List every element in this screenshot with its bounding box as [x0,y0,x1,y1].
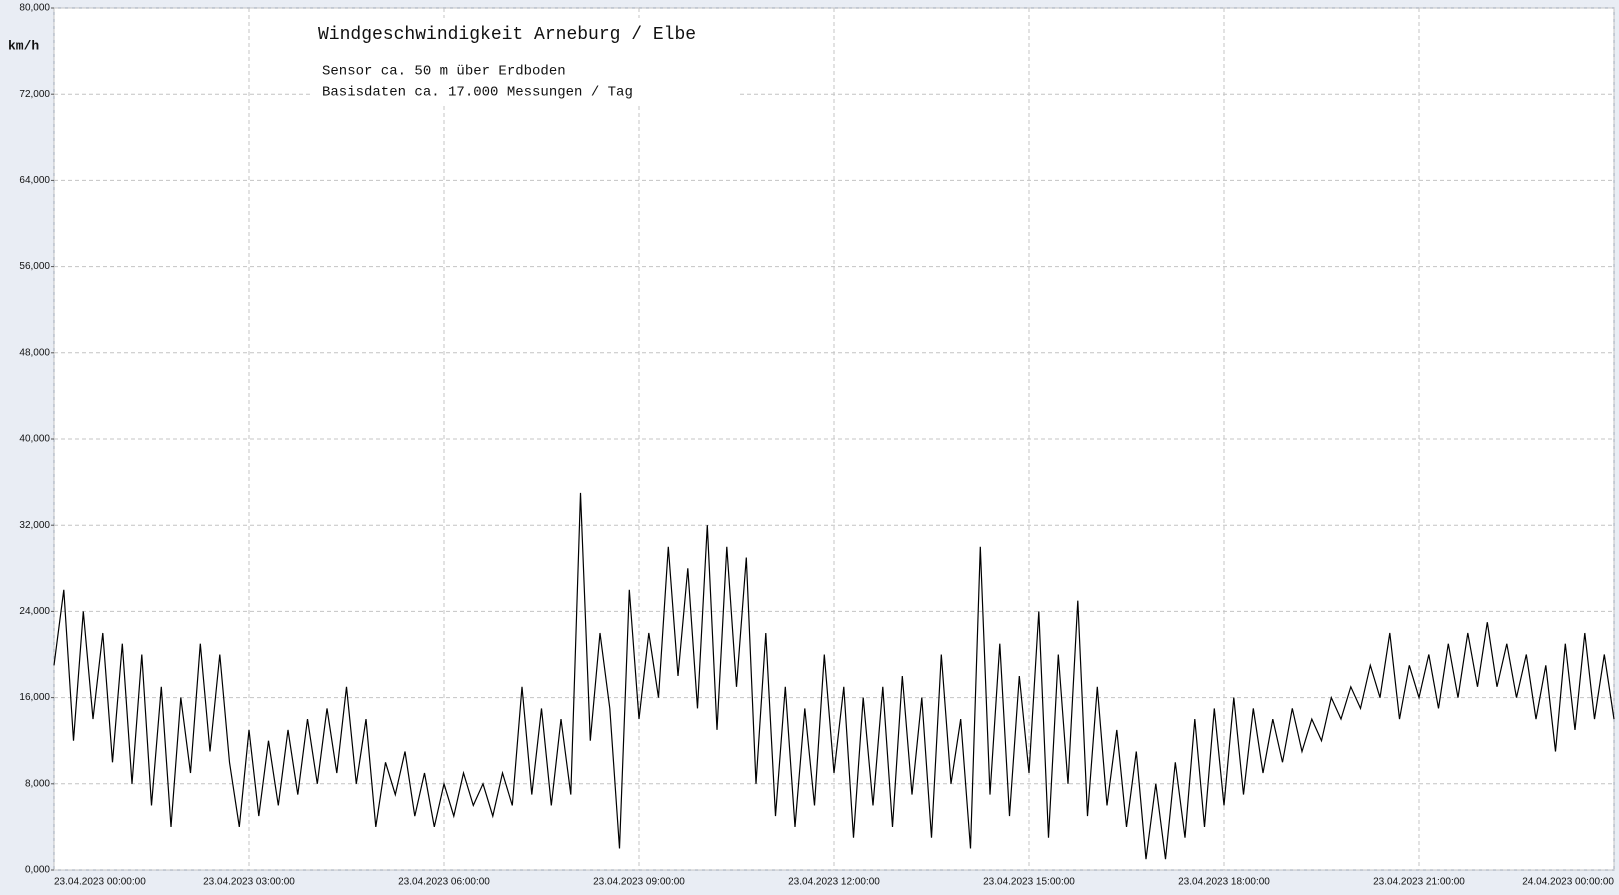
x-tick-label: 23.04.2023 21:00:00 [1373,877,1465,888]
subtitle: Sensor ca. 50 m über Erdboden [322,64,566,80]
y-tick-label: 64,000 [19,175,50,186]
x-tick-label: 23.04.2023 03:00:00 [203,877,295,888]
title-box [310,18,740,106]
y-tick-label: 24,000 [19,606,50,617]
y-axis-label: km/h [8,38,39,53]
data-line [53,492,1615,860]
y-tick-label: 16,000 [19,692,50,703]
y-tick-label: 56,000 [19,261,50,272]
x-tick-label: 23.04.2023 06:00:00 [398,877,490,888]
x-tick-label: 24.04.2023 00:00:00 [1522,877,1614,888]
x-tick-label: 23.04.2023 09:00:00 [593,877,685,888]
grid [53,7,1615,871]
y-tick-label: 8,000 [25,778,50,789]
x-tick-label: 23.04.2023 18:00:00 [1178,877,1270,888]
lines [53,492,1615,860]
subtitle: Basisdaten ca. 17.000 Messungen / Tag [322,85,633,101]
y-tick-label: 32,000 [19,520,50,531]
x-tick-label: 23.04.2023 15:00:00 [983,877,1075,888]
y-tick-label: 72,000 [19,89,50,100]
y-tick-label: 80,000 [19,3,50,14]
x-tick-label: 23.04.2023 00:00:00 [54,877,146,888]
y-tick-label: 0,000 [25,865,50,876]
x-tick-label: 23.04.2023 12:00:00 [788,877,880,888]
chart-title: Windgeschwindigkeit Arneburg / Elbe [318,25,696,45]
y-tick-label: 40,000 [19,434,50,445]
y-tick-label: 48,000 [19,347,50,358]
